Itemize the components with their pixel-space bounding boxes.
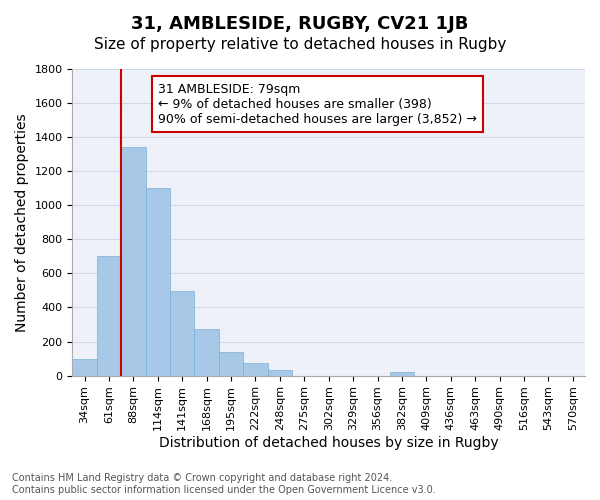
Bar xyxy=(97,256,121,376)
Bar xyxy=(390,372,414,376)
Bar xyxy=(243,364,268,376)
Bar xyxy=(121,148,146,376)
Text: 31 AMBLESIDE: 79sqm
← 9% of detached houses are smaller (398)
90% of semi-detach: 31 AMBLESIDE: 79sqm ← 9% of detached hou… xyxy=(158,82,477,126)
Bar xyxy=(268,370,292,376)
Text: Contains HM Land Registry data © Crown copyright and database right 2024.
Contai: Contains HM Land Registry data © Crown c… xyxy=(12,474,436,495)
Text: Size of property relative to detached houses in Rugby: Size of property relative to detached ho… xyxy=(94,38,506,52)
Bar xyxy=(170,292,194,376)
Bar xyxy=(73,358,97,376)
Y-axis label: Number of detached properties: Number of detached properties xyxy=(15,113,29,332)
Bar xyxy=(146,188,170,376)
X-axis label: Distribution of detached houses by size in Rugby: Distribution of detached houses by size … xyxy=(159,436,499,450)
Bar xyxy=(219,352,243,376)
Bar xyxy=(194,329,219,376)
Text: 31, AMBLESIDE, RUGBY, CV21 1JB: 31, AMBLESIDE, RUGBY, CV21 1JB xyxy=(131,15,469,33)
